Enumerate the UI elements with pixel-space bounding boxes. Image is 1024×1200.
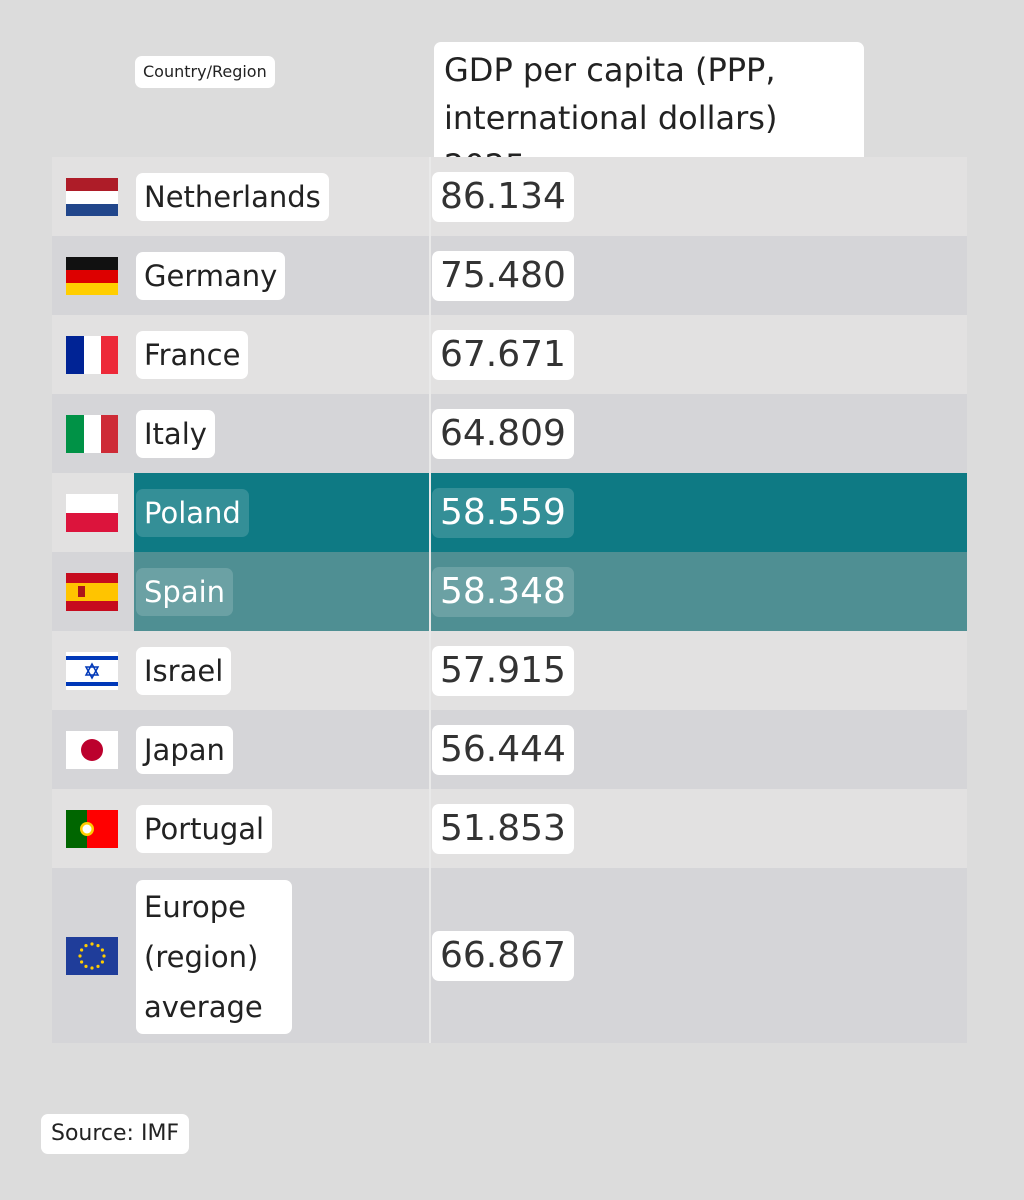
flag-icon [66, 256, 118, 299]
column-divider [429, 789, 431, 868]
column-divider [429, 157, 431, 236]
gdp-value: 56.444 [432, 724, 574, 775]
gdp-value: 86.134 [432, 171, 574, 222]
flag-icon [66, 335, 118, 378]
table-row: Netherlands 86.134 [52, 157, 967, 236]
column-divider [429, 710, 431, 789]
column-divider [429, 473, 431, 552]
flag-icon [66, 809, 118, 852]
column-divider [429, 394, 431, 473]
table-row: Europe (region) average 66.867 [52, 868, 967, 1043]
table-row: Spain 58.348 [52, 552, 967, 631]
country-name: Italy [136, 409, 215, 458]
table-row: Portugal 51.853 [52, 789, 967, 868]
flag [66, 493, 118, 532]
row-highlight [134, 552, 967, 631]
flag [66, 809, 118, 848]
column-divider [429, 315, 431, 394]
table-row: Japan 56.444 [52, 710, 967, 789]
country-name: Portugal [136, 804, 273, 853]
flag [66, 936, 118, 975]
flag-icon [66, 730, 118, 773]
flag [66, 651, 118, 690]
gdp-value: 75.480 [432, 250, 574, 301]
flag [66, 572, 118, 611]
flag [66, 730, 118, 769]
flag [66, 335, 118, 374]
flag-icon [66, 651, 118, 694]
flag-icon [66, 177, 118, 220]
table-row: Poland 58.559 [52, 473, 967, 552]
flag-icon [66, 493, 118, 536]
country-name: France [136, 330, 249, 379]
column-divider [429, 631, 431, 710]
country-name: Japan [136, 725, 233, 774]
column-divider [429, 868, 431, 1043]
gdp-value: 64.809 [432, 408, 574, 459]
country-name: Israel [136, 646, 232, 695]
country-name: Germany [136, 251, 286, 300]
gdp-value: 51.853 [432, 803, 574, 854]
flag-icon [66, 936, 118, 979]
country-name: Netherlands [136, 172, 329, 221]
flag-icon [66, 414, 118, 457]
country-name: Europe (region) average [136, 880, 292, 1034]
row-highlight [134, 473, 967, 552]
source: Source: IMF [41, 1114, 190, 1154]
column-divider [429, 552, 431, 631]
column-header: Country/Region [135, 56, 275, 88]
flag [66, 256, 118, 295]
gdp-value: 67.671 [432, 329, 574, 380]
country-name: Spain [136, 567, 234, 616]
table-row: Israel 57.915 [52, 631, 967, 710]
flag-icon [66, 572, 118, 615]
gdp-value: 58.348 [432, 566, 574, 617]
flag [66, 177, 118, 216]
table-row: Italy 64.809 [52, 394, 967, 473]
gdp-value: 66.867 [432, 930, 574, 981]
gdp-value: 58.559 [432, 487, 574, 538]
gdp-value: 57.915 [432, 645, 574, 696]
table-row: Germany 75.480 [52, 236, 967, 315]
column-divider [429, 236, 431, 315]
country-name: Poland [136, 488, 249, 537]
table-row: France 67.671 [52, 315, 967, 394]
flag [66, 414, 118, 453]
